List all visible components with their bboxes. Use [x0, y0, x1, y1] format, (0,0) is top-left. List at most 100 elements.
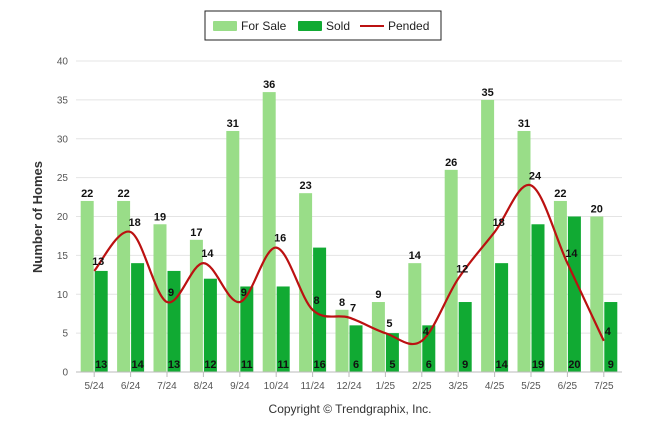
- data-label-pended: 14: [565, 248, 578, 260]
- bar-sold: [349, 325, 363, 372]
- x-tick-label: 1/25: [376, 381, 396, 392]
- y-tick-label: 25: [57, 173, 69, 184]
- x-axis: 5/24 6/24 7/24 8/24 9/24 10/24 11/24 12/24 1/25 2…: [76, 371, 622, 392]
- data-labels: 22 22 19 17 31 36 23 8 9 14 26 35 31 22 20 13 14 13 12 11 11…: [81, 79, 614, 371]
- data-label-for-sale: 22: [81, 188, 93, 200]
- data-label-for-sale: 17: [190, 227, 202, 239]
- bar-sold: [313, 247, 327, 372]
- y-axis: 0 5 10 15 20 25 30 35 40: [57, 57, 69, 379]
- x-tick-label: 7/25: [594, 381, 614, 392]
- bar-for-sale: [335, 309, 349, 372]
- y-tick-label: 10: [57, 290, 69, 301]
- x-tick-label: 7/24: [157, 381, 177, 392]
- legend-label-for-sale[interactable]: For Sale: [241, 19, 287, 33]
- data-label-sold: 5: [389, 359, 395, 371]
- data-label-for-sale: 31: [227, 118, 239, 130]
- x-tick-label: 3/25: [448, 381, 468, 392]
- x-tick-label: 6/24: [121, 381, 141, 392]
- y-tick-label: 15: [57, 251, 69, 262]
- data-label-pended: 18: [492, 217, 504, 229]
- bar-for-sale: [408, 263, 422, 372]
- data-label-pended: 12: [456, 264, 468, 276]
- legend-marker-sold: [298, 21, 322, 31]
- data-label-sold: 9: [462, 359, 468, 371]
- data-label-sold: 9: [608, 359, 614, 371]
- data-label-sold: 11: [241, 359, 253, 371]
- bar-for-sale: [553, 200, 567, 372]
- y-tick-label: 0: [62, 368, 68, 379]
- pended-line-path: [93, 184, 605, 346]
- y-tick-label: 35: [57, 95, 69, 106]
- y-tick-label: 30: [57, 134, 69, 145]
- data-label-for-sale: 35: [481, 87, 493, 99]
- data-label-pended: 4: [605, 326, 612, 338]
- legend[interactable]: For Sale Sold Pended: [204, 10, 442, 41]
- legend-label-pended[interactable]: Pended: [388, 19, 429, 33]
- bar-for-sale: [481, 99, 495, 372]
- bar-for-sale: [371, 302, 385, 372]
- x-tick-label: 12/24: [336, 381, 361, 392]
- y-tick-label: 20: [57, 212, 69, 223]
- bars: [80, 92, 618, 372]
- data-label-pended: 8: [314, 295, 320, 307]
- bar-for-sale: [517, 130, 531, 372]
- data-label-sold: 19: [532, 359, 544, 371]
- x-tick-label: 9/24: [230, 381, 250, 392]
- data-label-for-sale: 20: [591, 204, 603, 216]
- data-label-for-sale: 22: [117, 188, 129, 200]
- bar-for-sale: [153, 224, 167, 372]
- bar-sold: [567, 216, 581, 372]
- bar-sold: [203, 278, 217, 372]
- data-label-for-sale: 22: [554, 188, 566, 200]
- data-label-pended: 7: [350, 303, 356, 315]
- bar-sold: [385, 333, 399, 372]
- copyright-footer: Copyright © Trendgraphix, Inc.: [269, 402, 432, 416]
- data-label-pended: 9: [241, 287, 247, 299]
- bar-for-sale: [262, 92, 276, 372]
- data-label-pended: 5: [386, 318, 392, 330]
- pended-line: [93, 184, 605, 346]
- data-label-for-sale: 31: [518, 118, 530, 130]
- legend-label-sold[interactable]: Sold: [326, 19, 350, 33]
- data-label-for-sale: 23: [299, 180, 311, 192]
- data-label-sold: 14: [495, 359, 508, 371]
- bar-for-sale: [590, 216, 604, 372]
- data-label-pended: 9: [168, 287, 174, 299]
- data-label-sold: 13: [168, 359, 180, 371]
- bar-sold: [458, 302, 472, 372]
- data-label-for-sale: 19: [154, 211, 166, 223]
- bar-sold: [531, 224, 545, 372]
- data-label-for-sale: 8: [339, 297, 345, 309]
- bar-for-sale: [226, 130, 240, 372]
- data-label-pended: 14: [201, 248, 214, 260]
- data-label-for-sale: 14: [409, 250, 422, 262]
- y-axis-title: Number of Homes: [30, 161, 45, 273]
- x-tick-label: 2/25: [412, 381, 432, 392]
- data-label-sold: 6: [353, 359, 359, 371]
- x-tick-label: 8/24: [194, 381, 214, 392]
- data-label-pended: 24: [529, 170, 542, 182]
- bar-sold: [240, 286, 254, 372]
- data-label-pended: 16: [274, 233, 286, 245]
- x-tick-label: 6/25: [558, 381, 578, 392]
- bar-for-sale: [444, 169, 458, 372]
- data-label-sold: 20: [568, 359, 580, 371]
- x-tick-label: 5/24: [84, 381, 104, 392]
- bar-for-sale: [117, 200, 131, 372]
- data-label-sold: 16: [313, 359, 325, 371]
- data-label-pended: 4: [423, 326, 430, 338]
- data-label-for-sale: 26: [445, 157, 457, 169]
- y-tick-label: 5: [62, 329, 68, 340]
- x-tick-label: 5/25: [521, 381, 541, 392]
- legend-box: [204, 10, 442, 41]
- data-label-sold: 13: [95, 359, 107, 371]
- bar-sold: [94, 270, 108, 372]
- bar-sold: [276, 286, 290, 372]
- data-label-sold: 14: [131, 359, 144, 371]
- x-tick-label: 4/25: [485, 381, 505, 392]
- y-tick-label: 40: [57, 57, 69, 68]
- data-label-pended: 18: [128, 217, 140, 229]
- bar-sold: [131, 263, 145, 372]
- data-label-sold: 11: [277, 359, 289, 371]
